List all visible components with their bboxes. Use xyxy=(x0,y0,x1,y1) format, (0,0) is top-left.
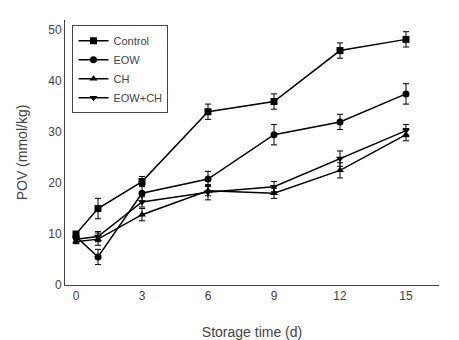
svg-text:50: 50 xyxy=(48,23,62,37)
svg-text:0: 0 xyxy=(73,289,80,303)
svg-text:10: 10 xyxy=(48,227,62,241)
svg-text:12: 12 xyxy=(333,289,347,303)
svg-text:40: 40 xyxy=(48,74,62,88)
svg-text:EOW: EOW xyxy=(113,54,140,66)
svg-text:30: 30 xyxy=(48,125,62,139)
svg-text:CH: CH xyxy=(113,73,129,85)
svg-text:Storage time (d): Storage time (d) xyxy=(202,324,302,340)
svg-text:0: 0 xyxy=(55,278,62,292)
svg-text:9: 9 xyxy=(271,289,278,303)
svg-text:6: 6 xyxy=(205,289,212,303)
svg-text:EOW+CH: EOW+CH xyxy=(113,92,162,104)
svg-text:Control: Control xyxy=(113,35,148,47)
svg-text:3: 3 xyxy=(139,289,146,303)
svg-text:15: 15 xyxy=(399,289,413,303)
svg-text:20: 20 xyxy=(48,176,62,190)
svg-text:POV (mmol/kg): POV (mmol/kg) xyxy=(14,105,30,201)
